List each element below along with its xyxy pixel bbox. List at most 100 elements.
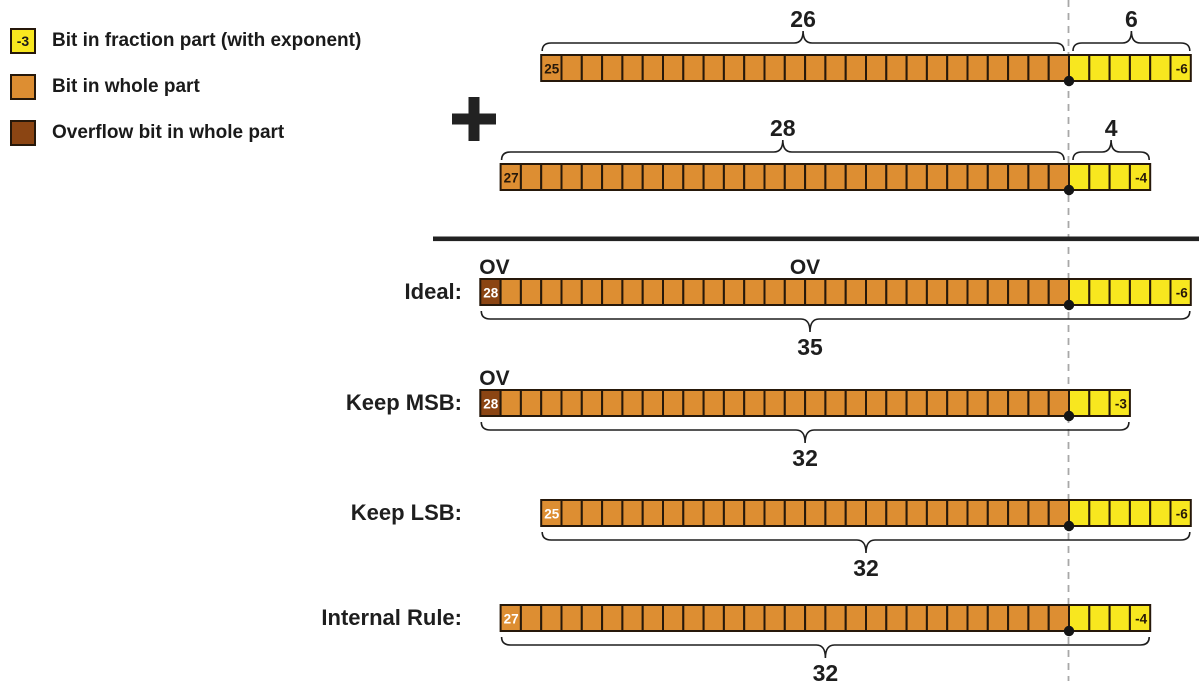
whole-bit-cell [1027, 163, 1050, 191]
msb-exponent-label: 25 [544, 62, 560, 77]
whole-bit-cell [1027, 604, 1050, 632]
whole-bit-cell [824, 604, 847, 632]
whole-bit-cell [601, 604, 624, 632]
msb-exponent-label: 28 [483, 397, 499, 412]
whole-bit-cell [540, 163, 563, 191]
whole-bit-cell [783, 499, 807, 527]
whole-bit-cell [946, 389, 969, 417]
whole-bit-cell [844, 499, 868, 527]
whole-bit-cell [1007, 278, 1030, 306]
lsb-exponent-label: -4 [1135, 612, 1147, 627]
legend-item-whole-bit: Bit in whole part [10, 74, 200, 100]
bitwidth-brace [500, 636, 1150, 659]
whole-bit-cell [824, 499, 847, 527]
whole-bit-cell [865, 389, 888, 417]
whole-bit-cell [641, 54, 665, 82]
whole-bit-cell [925, 389, 949, 417]
msb-exponent-label: 27 [504, 171, 519, 186]
legend-label-overflow-bit: Overflow bit in whole part [52, 122, 285, 143]
lsb-exponent-label: -4 [1135, 171, 1147, 186]
whole-bit-cell [844, 54, 868, 82]
whole-bit-cell [763, 499, 786, 527]
bitwidth-label: 32 [813, 660, 839, 681]
whole-bit-cell [519, 604, 543, 632]
whole-bit-cell [621, 604, 644, 632]
whole-bit-cell [743, 163, 766, 191]
whole-bit-cell [783, 278, 807, 306]
fraction-bit-cell [1108, 499, 1131, 527]
whole-bit-cell [946, 163, 969, 191]
whole-bit-cell [722, 163, 746, 191]
whole-bit-cell [824, 278, 847, 306]
bitwidth-brace [541, 531, 1191, 554]
whole-bit-cell [560, 54, 583, 82]
whole-bit-cell [865, 604, 888, 632]
whole-bit-cell [1007, 499, 1030, 527]
whole-bit-cell [621, 389, 644, 417]
whole-bit-cell [844, 278, 868, 306]
whole-bit-cell [1007, 389, 1030, 417]
binary-point-dot [1063, 75, 1075, 87]
whole-bit-cell [540, 278, 563, 306]
fraction-bit-cell [1149, 499, 1172, 527]
whole-bit-cell [621, 163, 644, 191]
whole-bit-cell [662, 389, 685, 417]
whole-bit-cell [580, 604, 604, 632]
row-label-ideal: Ideal: [405, 279, 462, 304]
whole-bit-cell [905, 604, 928, 632]
whole-bit-cell [783, 163, 807, 191]
whole-bit-cell [641, 604, 665, 632]
whole-bit-cell [641, 163, 665, 191]
fraction-bit-cell [1169, 278, 1192, 306]
whole-bit-cell [885, 389, 908, 417]
whole-bit-cell [702, 54, 725, 82]
whole-bit-cell [946, 54, 969, 82]
whole-bit-cell [824, 54, 847, 82]
whole-bit-cell [662, 278, 685, 306]
whole-bit-cell [905, 389, 928, 417]
fraction-bit-swatch: -3 [10, 28, 36, 54]
whole-bit-cell [804, 163, 827, 191]
whole-bit-cell [702, 389, 725, 417]
whole-bit-cell [824, 389, 847, 417]
whole-bit-cell [966, 278, 989, 306]
whole-bit-cell [865, 499, 888, 527]
fraction-bit-cell [1088, 499, 1111, 527]
whole-bit-cell [641, 389, 665, 417]
binary-point-dot [1063, 299, 1075, 311]
whole-bit-cell [682, 604, 705, 632]
whole-bit-cell [1007, 604, 1030, 632]
whole-bit-cell [702, 499, 725, 527]
lsb-exponent-label: -3 [1115, 397, 1127, 412]
whole-bit-cell [621, 278, 644, 306]
binary-point-dot [1063, 184, 1075, 196]
whole-bit-cell [499, 278, 522, 306]
lsb-exponent-label: -6 [1176, 507, 1188, 522]
whole-bit-cell [540, 389, 563, 417]
whole-bit-cell [905, 54, 928, 82]
whole-bit-cell [743, 499, 766, 527]
fraction-bit-cell [1128, 604, 1152, 632]
whole-bit-cell [804, 604, 827, 632]
whole-bit-cell [905, 163, 928, 191]
whole-bit-cell [519, 278, 543, 306]
fraction-bit-cell [1128, 499, 1152, 527]
whole-bit-cell [682, 499, 705, 527]
whole-bit-cell [1027, 278, 1050, 306]
whole-bit-cell [560, 499, 583, 527]
whole-bit-cell [804, 499, 827, 527]
whole-bit-cell [783, 54, 807, 82]
whole-bit-cell [885, 54, 908, 82]
fraction-bit-cell [1108, 604, 1131, 632]
whole-bit-cell [722, 389, 746, 417]
whole-bit-cell [844, 163, 868, 191]
whole-bit-cell [1027, 54, 1050, 82]
whole-bit-cell [925, 54, 949, 82]
whole-bit-cell [885, 499, 908, 527]
whole-bit-cell [560, 604, 583, 632]
legend-item-fraction-bit: -3 Bit in fraction part (with exponent) [10, 28, 361, 54]
whole-bit-cell [702, 604, 725, 632]
whole-bit-cell [702, 278, 725, 306]
bitwidth-brace [480, 421, 1130, 444]
